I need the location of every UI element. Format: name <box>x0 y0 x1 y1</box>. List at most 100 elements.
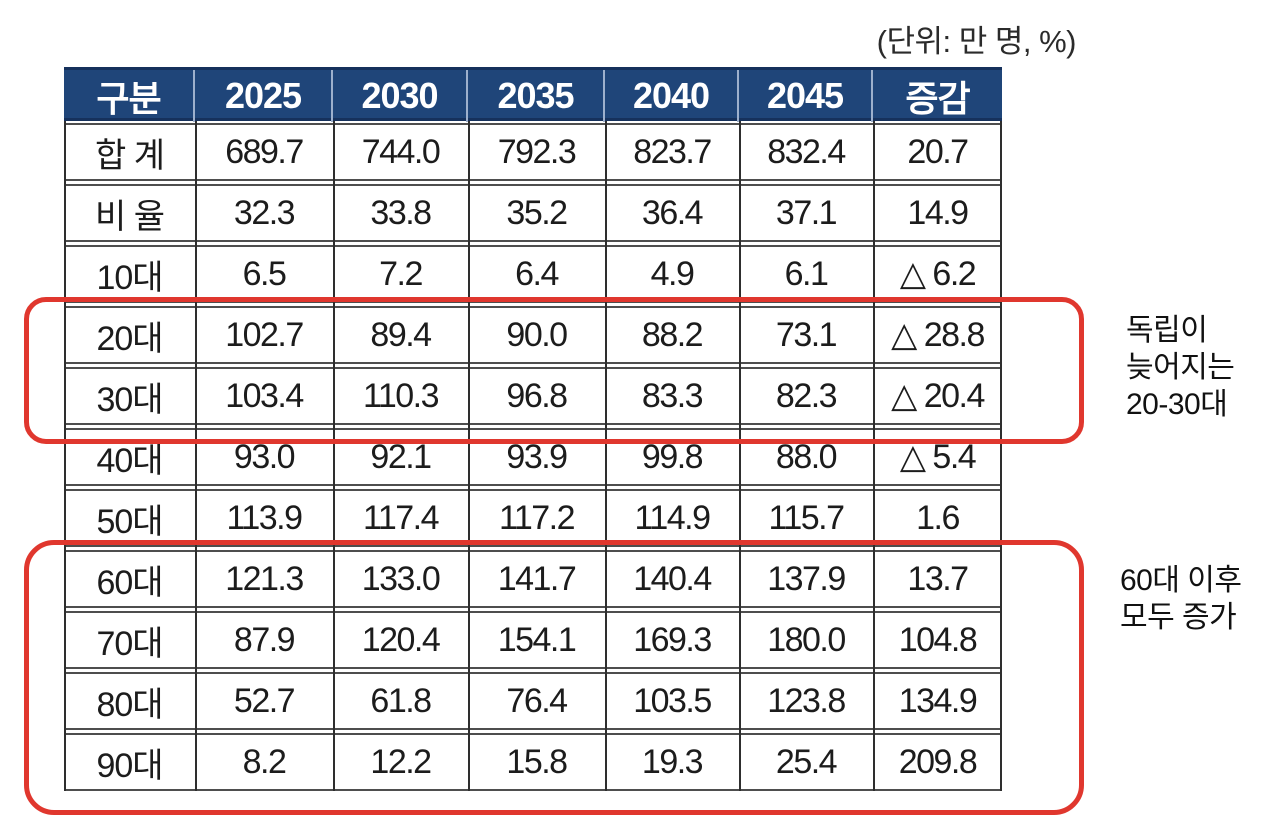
cell: 209.8 <box>898 742 978 781</box>
table-row-80s: 80대 52.7 61.8 76.4 103.5 123.8 134.9 <box>64 672 1002 730</box>
row-label: 10대 <box>96 258 163 297</box>
cell: 140.4 <box>633 559 712 598</box>
table-grid-vline <box>873 121 875 791</box>
cell: 99.8 <box>641 437 704 476</box>
cell: 33.8 <box>370 193 432 232</box>
cell: 88.0 <box>775 437 838 476</box>
header-cell-2040: 2040 <box>605 70 739 122</box>
cell: 20.7 <box>907 132 969 171</box>
cell: 32.3 <box>233 193 296 232</box>
cell: 87.9 <box>233 620 296 659</box>
row-label: 50대 <box>96 502 163 541</box>
cell: 6.4 <box>515 254 559 293</box>
cell: 180.0 <box>767 620 846 659</box>
table-row-50s: 50대 113.9 117.4 117.2 114.9 115.7 1.6 <box>64 489 1002 547</box>
cell: 61.8 <box>370 681 432 720</box>
cell: 102.7 <box>225 315 304 354</box>
table-row-total: 합 계 689.7 744.0 792.3 823.7 832.4 20.7 <box>64 123 1002 181</box>
row-label: 80대 <box>96 685 163 724</box>
cell: 117.4 <box>362 498 440 537</box>
table-grid-vline <box>195 121 197 791</box>
cell: 689.7 <box>225 132 304 171</box>
cell: 15.8 <box>506 742 568 781</box>
row-label: 60대 <box>96 563 163 602</box>
cell: 76.4 <box>506 681 568 720</box>
header-cell-2035: 2035 <box>468 70 605 122</box>
table-row-60s: 60대 121.3 133.0 141.7 140.4 137.9 13.7 <box>64 550 1002 608</box>
cell: 7.2 <box>379 254 423 293</box>
cell: 115.7 <box>768 498 845 537</box>
table-body: 합 계 689.7 744.0 792.3 823.7 832.4 20.7 비… <box>64 121 1002 791</box>
cell: 88.2 <box>641 315 704 354</box>
row-label: 비 율 <box>94 197 165 236</box>
cell: 8.2 <box>242 742 287 781</box>
cell: 832.4 <box>767 132 846 171</box>
cell: 89.4 <box>370 315 432 354</box>
annotation-line: 늦어지는 <box>1126 351 1235 384</box>
cell: 93.9 <box>506 437 568 476</box>
annotation-line: 독립이 <box>1126 314 1208 347</box>
cell: △ 6.2 <box>899 255 977 293</box>
cell: 25.4 <box>775 742 838 781</box>
cell: 6.5 <box>242 254 287 293</box>
cell: 137.9 <box>767 559 846 598</box>
cell: 120.4 <box>361 620 441 659</box>
cell: 12.2 <box>370 742 432 781</box>
cell: 36.4 <box>641 193 704 232</box>
cell: 154.1 <box>497 620 577 659</box>
table-row-30s: 30대 103.4 110.3 96.8 83.3 82.3 △ 20.4 <box>64 367 1002 425</box>
row-label: 90대 <box>96 746 163 785</box>
header-cell-gubun: 구분 <box>64 70 195 122</box>
table-header-row: 구분 2025 2030 2035 2040 2045 증감 <box>64 67 1002 122</box>
table-row-ratio: 비 율 32.3 33.8 35.2 36.4 37.1 14.9 <box>64 184 1002 242</box>
cell: 92.1 <box>370 437 432 476</box>
cell: 13.7 <box>907 559 969 598</box>
cell: 744.0 <box>361 132 441 171</box>
cell: 4.9 <box>650 254 695 293</box>
table-row-20s: 20대 102.7 89.4 90.0 88.2 73.1 △ 28.8 <box>64 306 1002 364</box>
row-label: 30대 <box>96 380 163 419</box>
cell: 103.4 <box>225 376 304 415</box>
cell: 113.9 <box>226 498 303 537</box>
header-cell-2030: 2030 <box>333 70 468 122</box>
cell: 93.0 <box>233 437 296 476</box>
table-grid-vline <box>64 121 66 791</box>
cell: △ 20.4 <box>891 377 985 415</box>
table-row-10s: 10대 6.5 7.2 6.4 4.9 6.1 △ 6.2 <box>64 245 1002 303</box>
cell: 134.9 <box>898 681 978 720</box>
table-row-40s: 40대 93.0 92.1 93.9 99.8 88.0 △ 5.4 <box>64 428 1002 486</box>
cell: 73.1 <box>775 315 838 354</box>
cell: 37.1 <box>775 193 838 232</box>
cell: 114.9 <box>634 498 711 537</box>
table-grid-vline <box>333 121 335 791</box>
cell: 83.3 <box>641 376 704 415</box>
cell: 19.3 <box>641 742 704 781</box>
unit-label: (단위: 만 명, %) <box>876 24 1077 59</box>
row-label: 20대 <box>96 319 163 358</box>
row-label: 합 계 <box>94 136 165 175</box>
annotation-line: 20-30대 <box>1126 388 1228 421</box>
cell: 123.8 <box>767 681 846 720</box>
cell: 792.3 <box>497 132 577 171</box>
cell: △ 5.4 <box>899 438 977 476</box>
cell: 133.0 <box>361 559 441 598</box>
table-grid-vline <box>468 121 470 791</box>
annotation-60-plus: 60대 이후 모두 증가 <box>1120 562 1242 636</box>
cell: 96.8 <box>506 376 568 415</box>
table-row-90s: 90대 8.2 12.2 15.8 19.3 25.4 209.8 <box>64 733 1002 791</box>
annotation-line: 60대 이후 <box>1120 564 1242 597</box>
table-row-70s: 70대 87.9 120.4 154.1 169.3 180.0 104.8 <box>64 611 1002 669</box>
cell: 117.2 <box>498 498 576 537</box>
annotation-line: 모두 증가 <box>1120 601 1237 634</box>
cell: 823.7 <box>633 132 712 171</box>
cell: 14.9 <box>907 193 969 232</box>
cell: 52.7 <box>233 681 296 720</box>
cell: 104.8 <box>898 620 978 659</box>
cell: 121.3 <box>225 559 304 598</box>
population-table: 구분 2025 2030 2035 2040 2045 증감 합 계 689.7… <box>64 67 1002 791</box>
cell: 90.0 <box>506 315 568 354</box>
table-grid-vline <box>739 121 741 791</box>
header-cell-2045: 2045 <box>739 70 873 122</box>
cell: △ 28.8 <box>891 316 985 354</box>
